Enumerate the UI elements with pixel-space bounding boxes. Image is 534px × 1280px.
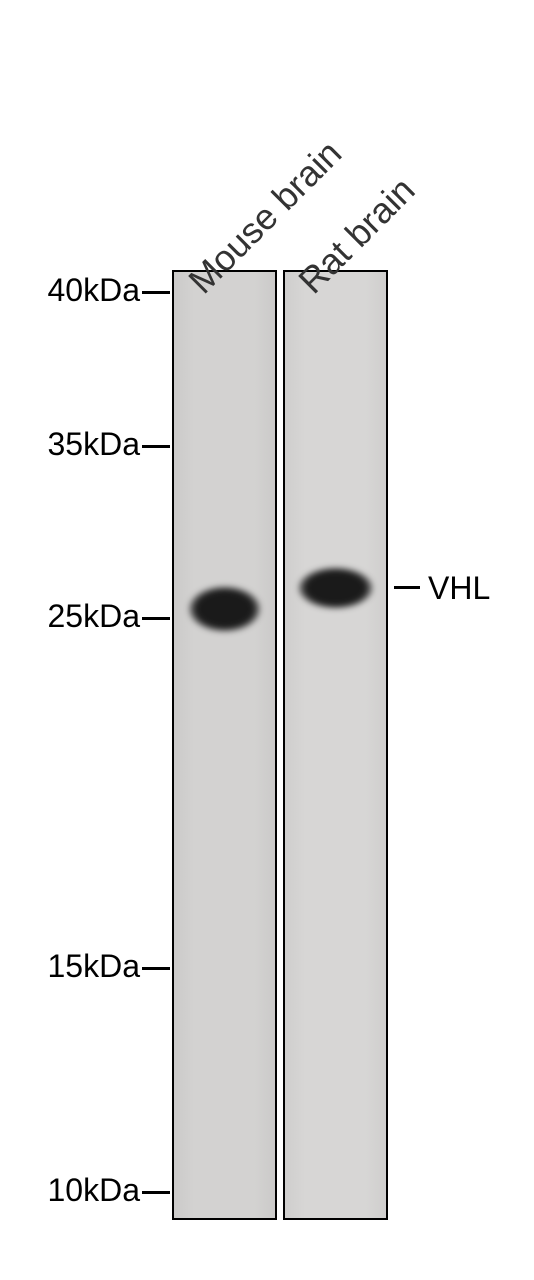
protein-band [188, 586, 261, 632]
mw-marker-label: 40kDa [0, 272, 140, 309]
blot-lanes [172, 270, 388, 1220]
protein-label: VHL [428, 570, 490, 607]
mw-marker-tick [142, 291, 170, 294]
blot-lane [172, 270, 277, 1220]
mw-marker-label: 10kDa [0, 1172, 140, 1209]
mw-marker-tick [142, 617, 170, 620]
mw-marker-tick [142, 1191, 170, 1194]
protein-band [298, 567, 374, 609]
mw-marker-label: 15kDa [0, 948, 140, 985]
mw-marker-tick [142, 967, 170, 970]
mw-marker-label: 25kDa [0, 598, 140, 635]
blot-lane [283, 270, 388, 1220]
mw-marker-tick [142, 445, 170, 448]
protein-label-tick [394, 586, 420, 589]
mw-marker-label: 35kDa [0, 426, 140, 463]
